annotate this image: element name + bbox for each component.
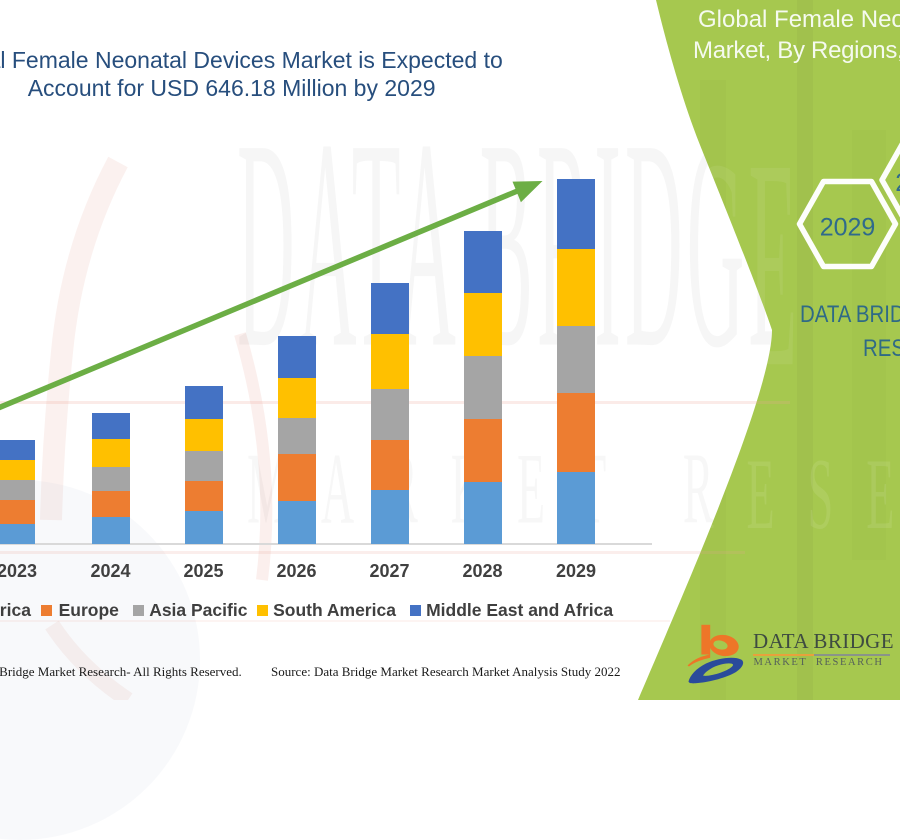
svg-text:2029: 2029 [820, 214, 876, 242]
svg-text:2028: 2028 [895, 169, 900, 197]
